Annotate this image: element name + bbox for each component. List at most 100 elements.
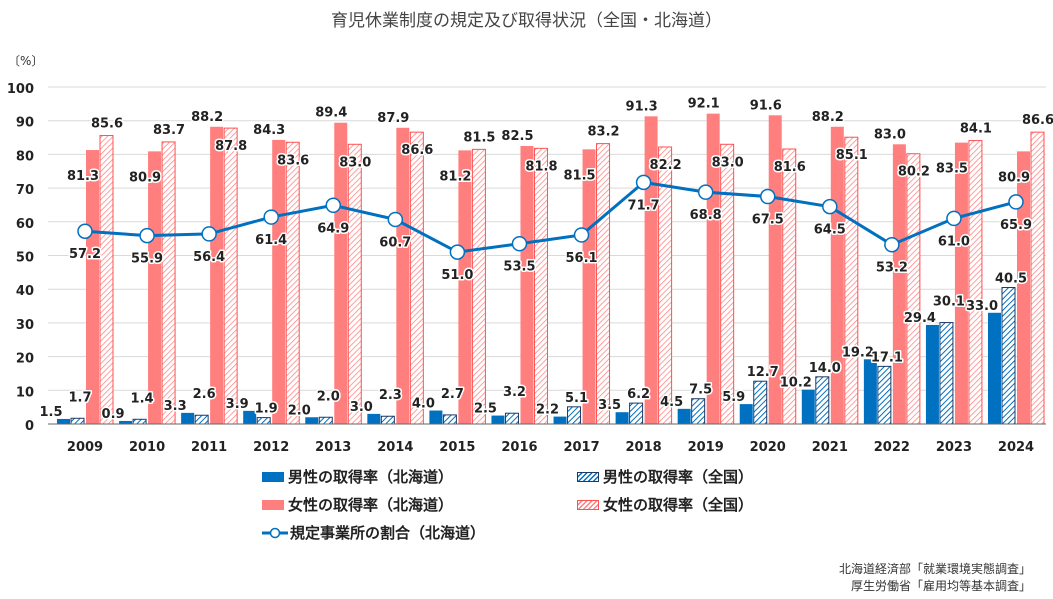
label-female-national: 86.6 xyxy=(1022,113,1053,128)
line-point xyxy=(635,174,652,191)
label-female-hokkaido: 92.1 xyxy=(688,97,720,112)
bar-male-national xyxy=(1001,287,1016,425)
legend-label: 男性の取得率（全国） xyxy=(603,468,754,486)
legend-label: 規定事業所の割合（北海道） xyxy=(290,524,486,542)
label-male-hokkaido: 2.2 xyxy=(536,403,559,418)
label-line-hokkaido: 56.4 xyxy=(193,250,225,265)
label-male-national: 7.5 xyxy=(689,383,712,398)
label-female-hokkaido: 83.5 xyxy=(936,162,968,177)
bar-female-national xyxy=(1030,131,1045,425)
bar-male-national xyxy=(815,376,830,425)
line-point xyxy=(201,226,217,242)
y-tick-label: 0 xyxy=(25,419,34,434)
bar-female-hokkaido xyxy=(458,150,472,424)
label-female-hokkaido: 87.9 xyxy=(377,111,409,126)
bar-male-national xyxy=(567,406,582,425)
line-point xyxy=(1008,194,1024,210)
y-tick-label: 70 xyxy=(16,183,34,198)
label-male-national: 5.1 xyxy=(565,391,588,406)
bar-female-hokkaido xyxy=(830,126,844,425)
source-line: 厚生労働省「雇用均等基本調査」 xyxy=(850,579,1031,593)
line-point xyxy=(884,236,900,253)
x-tick-label: 2016 xyxy=(501,440,537,455)
label-line-hokkaido: 55.9 xyxy=(131,252,163,267)
label-female-hokkaido: 83.0 xyxy=(874,127,906,142)
bar-male-national xyxy=(380,415,395,425)
label-male-hokkaido: 3.3 xyxy=(164,399,187,414)
bar-female-hokkaido xyxy=(148,151,162,424)
bar-male-hokkaido xyxy=(491,415,505,424)
bar-male-national xyxy=(753,380,768,425)
line-point xyxy=(573,227,590,243)
line-point xyxy=(139,227,155,244)
label-line-hokkaido: 57.2 xyxy=(69,247,101,262)
bar-male-national xyxy=(194,414,209,425)
x-tick-label: 2022 xyxy=(874,440,910,455)
bar-female-hokkaido xyxy=(1017,151,1030,424)
line-point xyxy=(387,211,404,228)
bar-male-national xyxy=(256,417,271,425)
bar-female-hokkaido xyxy=(582,149,596,424)
label-female-hokkaido: 84.3 xyxy=(253,123,285,138)
line-point xyxy=(759,188,776,205)
label-line-hokkaido: 53.2 xyxy=(876,261,908,276)
bar-male-hokkaido xyxy=(119,420,133,424)
bar-female-national xyxy=(161,141,176,425)
label-male-hokkaido: 4.0 xyxy=(412,397,435,412)
bar-female-national xyxy=(99,135,114,425)
label-female-national: 85.1 xyxy=(836,148,868,163)
line-point xyxy=(822,198,838,215)
x-tick-label: 2011 xyxy=(191,440,227,455)
label-line-hokkaido: 67.5 xyxy=(752,213,784,228)
bar-male-hokkaido xyxy=(57,418,70,424)
bar-female-national xyxy=(471,148,486,425)
bar-female-hokkaido xyxy=(272,139,286,424)
bar-male-national xyxy=(691,398,706,425)
bar-female-hokkaido xyxy=(86,150,99,425)
x-tick-label: 2024 xyxy=(998,440,1034,455)
bar-female-national xyxy=(844,136,859,425)
label-male-hokkaido: 2.5 xyxy=(474,402,497,417)
legend-swatch xyxy=(577,471,599,482)
label-female-national: 83.0 xyxy=(339,155,371,170)
label-female-national: 83.6 xyxy=(277,153,309,168)
bar-female-hokkaido xyxy=(210,126,224,425)
y-tick-label: 10 xyxy=(16,385,34,400)
label-male-national: 1.9 xyxy=(255,402,278,417)
label-female-national: 80.2 xyxy=(898,165,930,180)
bar-male-national xyxy=(629,402,644,425)
bar-female-national xyxy=(720,143,735,425)
bar-female-national xyxy=(347,143,362,425)
bar-female-hokkaido xyxy=(334,122,348,425)
y-tick-label: 40 xyxy=(16,284,34,299)
bar-female-national xyxy=(223,127,238,425)
y-axis-unit: 〔%〕 xyxy=(8,54,44,68)
label-male-national: 2.3 xyxy=(379,388,402,403)
label-female-national: 84.1 xyxy=(960,122,992,137)
label-male-hokkaido: 2.0 xyxy=(288,403,311,418)
line-point xyxy=(325,197,342,214)
y-tick-label: 90 xyxy=(16,116,34,131)
label-line-hokkaido: 51.0 xyxy=(441,268,473,283)
label-female-hokkaido: 91.6 xyxy=(750,98,782,113)
source-line: 北海道経済部「就業環境実態調査」 xyxy=(838,562,1031,576)
x-tick-label: 2012 xyxy=(253,440,289,455)
bar-female-hokkaido xyxy=(520,145,534,424)
bar-male-hokkaido xyxy=(305,417,319,424)
legend-label: 女性の取得率（全国） xyxy=(603,496,754,514)
label-female-hokkaido: 91.3 xyxy=(626,99,658,114)
label-line-hokkaido: 68.8 xyxy=(690,208,722,223)
line-series-hokkaido xyxy=(84,180,1017,254)
label-female-hokkaido: 88.2 xyxy=(812,110,844,125)
label-male-hokkaido: 19.2 xyxy=(842,345,874,360)
x-tick-label: 2021 xyxy=(812,440,848,455)
legend-swatch xyxy=(262,471,284,482)
bar-male-national xyxy=(442,414,457,425)
label-female-national: 83.0 xyxy=(712,155,744,170)
label-female-national: 83.7 xyxy=(153,123,185,138)
label-male-hokkaido: 3.0 xyxy=(350,400,373,415)
source-note: 北海道経済部「就業環境実態調査」 厚生労働省「雇用均等基本調査」 xyxy=(839,561,1031,595)
line-point xyxy=(697,184,714,200)
bar-male-hokkaido xyxy=(739,404,753,424)
